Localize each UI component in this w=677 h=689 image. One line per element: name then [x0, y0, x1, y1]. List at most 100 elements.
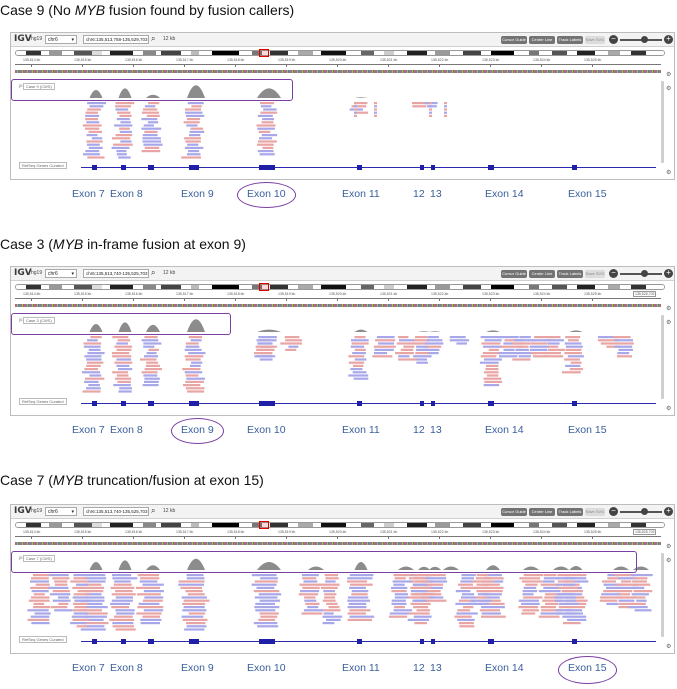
panel-case-9: Case 9 (No MYB fusion found by fusion ca…	[0, 0, 677, 230]
read-alignment	[50, 606, 68, 609]
read-alignment	[394, 606, 405, 609]
vertical-scrollbar[interactable]	[661, 81, 664, 163]
gear-icon[interactable]: ⚙	[666, 558, 672, 564]
gene-exon	[431, 401, 435, 406]
read-alignment	[117, 368, 133, 371]
toolbar-button-track-labels[interactable]: Track Labels	[557, 508, 583, 516]
read-alignment	[457, 609, 471, 612]
ideogram-band	[513, 523, 529, 527]
genome-select[interactable]: hg19	[31, 270, 43, 276]
read-alignment	[568, 606, 586, 609]
read-alignment	[116, 364, 130, 367]
toolbar-button-center-line[interactable]: Center Line	[529, 508, 555, 516]
zoom-in-button[interactable]: +	[664, 269, 673, 278]
read-alignment	[349, 615, 375, 618]
zoom-out-button[interactable]: −	[609, 507, 618, 516]
zoom-slider-knob[interactable]	[641, 508, 648, 515]
read-alignment	[187, 143, 199, 146]
ideogram-band	[361, 51, 375, 55]
toolbar-button-cursor-guide[interactable]: Cursor Guide	[501, 36, 527, 44]
locus-input[interactable]: chr6:135,513,758-135,529,703	[83, 35, 149, 44]
read-alignment	[257, 150, 274, 153]
read-alignment	[422, 599, 447, 602]
ideogram-band	[320, 51, 347, 55]
vertical-scrollbar[interactable]	[661, 553, 664, 637]
gear-icon[interactable]: ⚙	[666, 72, 672, 78]
toolbar-button-save-svg[interactable]: Save SVG	[585, 36, 605, 44]
read-alignment	[142, 140, 162, 143]
read-alignment	[476, 590, 491, 593]
read-alignment	[72, 586, 85, 589]
read-alignment	[565, 609, 583, 612]
ideogram-band	[462, 285, 481, 289]
ideogram-band	[529, 51, 540, 55]
coverage-peak	[429, 566, 441, 570]
ideogram-band	[313, 285, 321, 289]
ruler-tick	[184, 64, 185, 67]
toolbar-button-cursor-guide[interactable]: Cursor Guide	[501, 270, 527, 278]
read-alignment	[189, 364, 201, 367]
locus-input[interactable]: chr6:135,513,740-135,525,703	[83, 507, 149, 516]
read-alignment	[633, 577, 648, 580]
read-alignment	[479, 609, 500, 612]
read-alignment	[393, 583, 405, 586]
gear-icon[interactable]: ⚙	[666, 306, 672, 312]
search-icon[interactable]: ⌕	[151, 34, 156, 43]
gear-icon[interactable]: ⚙	[666, 320, 672, 326]
toolbar-button-save-svg[interactable]: Save SVG	[585, 270, 605, 278]
zoom-slider-knob[interactable]	[641, 36, 648, 43]
read-alignment	[617, 342, 634, 345]
gear-icon[interactable]: ⚙	[666, 86, 672, 92]
read-alignment	[111, 599, 133, 602]
gear-icon[interactable]: ⚙	[666, 406, 672, 412]
toolbar-button-save-svg[interactable]: Save SVG	[585, 508, 605, 516]
read-alignment	[142, 384, 159, 387]
read-alignment	[140, 577, 160, 580]
ideogram-band	[620, 51, 631, 55]
read-alignment	[73, 577, 86, 580]
genome-select[interactable]: hg19	[31, 508, 43, 514]
toolbar-button-cursor-guide[interactable]: Cursor Guide	[501, 508, 527, 516]
chromosome-ideogram[interactable]	[15, 522, 665, 528]
chromosome-select[interactable]: chr6	[45, 507, 77, 516]
read-alignment	[119, 130, 132, 133]
read-alignment	[567, 355, 584, 358]
read-alignment	[84, 355, 102, 358]
toolbar-button-track-labels[interactable]: Track Labels	[557, 270, 583, 278]
gear-icon[interactable]: ⚙	[666, 170, 672, 176]
zoom-slider-knob[interactable]	[641, 270, 648, 277]
chromosome-select[interactable]: chr6	[45, 35, 77, 44]
gear-icon[interactable]: ⚙	[666, 644, 672, 650]
chromosome-ideogram[interactable]	[15, 284, 665, 290]
search-icon[interactable]: ⌕	[151, 506, 156, 515]
toolbar-button-center-line[interactable]: Center Line	[529, 36, 555, 44]
ideogram-band	[551, 285, 568, 289]
read-alignment	[484, 371, 499, 374]
zoom-out-button[interactable]: −	[609, 269, 618, 278]
gene-exon	[420, 401, 424, 406]
read-alignment	[354, 108, 357, 111]
ideogram-band	[160, 523, 182, 527]
read-alignment	[302, 577, 317, 580]
zoom-in-button[interactable]: +	[664, 35, 673, 44]
read-alignment	[416, 348, 430, 351]
vertical-scrollbar[interactable]	[661, 315, 664, 399]
ideogram-band	[262, 285, 270, 289]
read-alignment	[86, 140, 103, 143]
read-alignment	[422, 348, 440, 351]
read-alignment	[119, 127, 130, 130]
read-alignment	[555, 599, 576, 602]
zoom-out-button[interactable]: −	[609, 35, 618, 44]
toolbar-button-center-line[interactable]: Center Line	[529, 270, 555, 278]
chromosome-select[interactable]: chr6	[45, 269, 77, 278]
search-icon[interactable]: ⌕	[151, 268, 156, 277]
genome-select[interactable]: hg19	[31, 36, 43, 42]
gene-exon	[420, 639, 424, 644]
chromosome-ideogram[interactable]	[15, 50, 665, 56]
locus-input[interactable]: chr6:135,513,740-135,525,703	[83, 269, 149, 278]
zoom-in-button[interactable]: +	[664, 507, 673, 516]
gear-icon[interactable]: ⚙	[666, 544, 672, 550]
toolbar-button-track-labels[interactable]: Track Labels	[557, 36, 583, 44]
read-alignment	[389, 612, 410, 615]
